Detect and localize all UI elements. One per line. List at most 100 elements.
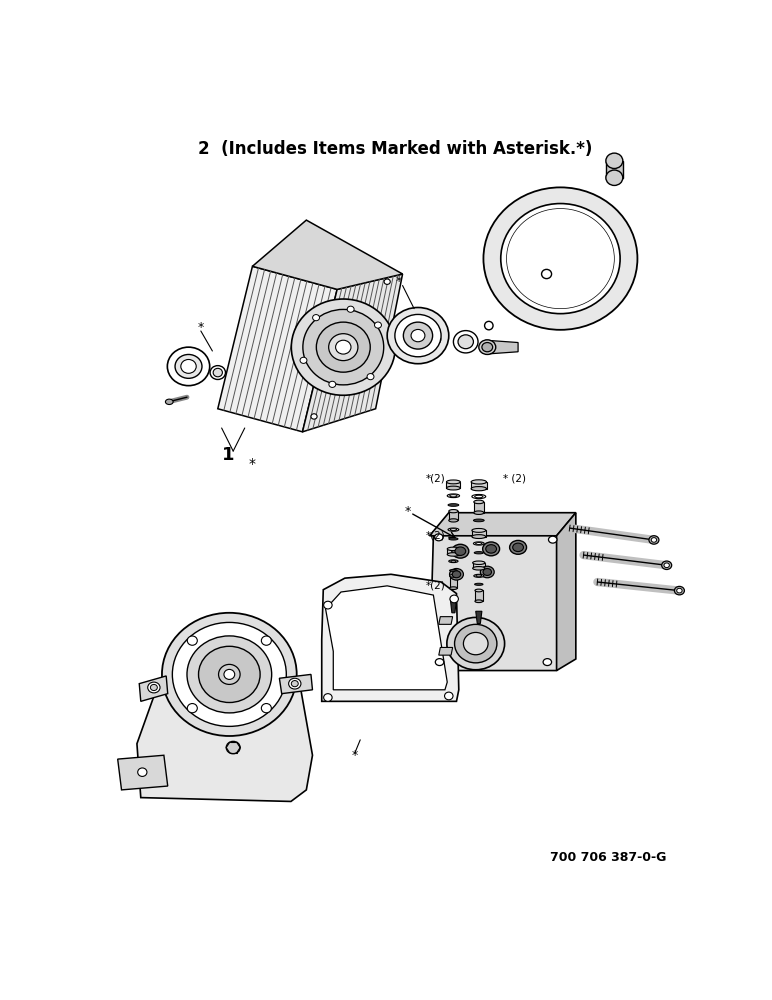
- Ellipse shape: [450, 529, 456, 531]
- Polygon shape: [606, 161, 623, 178]
- Polygon shape: [475, 590, 482, 601]
- Ellipse shape: [198, 646, 260, 703]
- Ellipse shape: [449, 574, 457, 577]
- Ellipse shape: [435, 659, 444, 666]
- Polygon shape: [117, 755, 168, 790]
- Text: *: *: [198, 321, 204, 334]
- Ellipse shape: [449, 587, 457, 590]
- Ellipse shape: [291, 299, 395, 395]
- Ellipse shape: [388, 307, 449, 364]
- Polygon shape: [472, 530, 486, 537]
- Ellipse shape: [548, 536, 557, 543]
- Polygon shape: [557, 513, 576, 671]
- Text: *: *: [249, 457, 256, 471]
- Ellipse shape: [447, 547, 459, 551]
- Ellipse shape: [450, 495, 457, 497]
- Ellipse shape: [395, 314, 441, 357]
- Ellipse shape: [218, 664, 240, 684]
- Text: *(2): *(2): [426, 581, 445, 591]
- Ellipse shape: [606, 153, 623, 169]
- Ellipse shape: [323, 601, 332, 609]
- Ellipse shape: [450, 595, 459, 603]
- Polygon shape: [476, 611, 482, 624]
- Ellipse shape: [165, 399, 173, 405]
- Ellipse shape: [485, 321, 493, 330]
- Text: 1: 1: [222, 446, 234, 464]
- Text: *(2): *(2): [426, 474, 445, 484]
- Ellipse shape: [367, 374, 374, 380]
- Ellipse shape: [472, 535, 486, 538]
- Text: *: *: [352, 749, 358, 762]
- Polygon shape: [450, 599, 456, 613]
- Ellipse shape: [435, 534, 443, 541]
- Ellipse shape: [449, 538, 458, 540]
- Ellipse shape: [475, 589, 482, 592]
- Ellipse shape: [447, 553, 459, 556]
- Ellipse shape: [188, 636, 198, 645]
- Ellipse shape: [449, 569, 463, 580]
- Polygon shape: [252, 220, 402, 289]
- Ellipse shape: [463, 632, 488, 655]
- Polygon shape: [447, 549, 459, 554]
- Ellipse shape: [187, 636, 272, 713]
- Ellipse shape: [300, 357, 307, 363]
- Ellipse shape: [317, 322, 371, 372]
- Ellipse shape: [181, 359, 196, 373]
- Ellipse shape: [384, 279, 391, 284]
- Ellipse shape: [476, 575, 482, 577]
- Ellipse shape: [446, 486, 460, 490]
- Ellipse shape: [506, 209, 615, 309]
- Text: * (2): * (2): [503, 474, 526, 484]
- Ellipse shape: [649, 536, 659, 544]
- Ellipse shape: [662, 561, 672, 569]
- Ellipse shape: [188, 704, 198, 713]
- Ellipse shape: [486, 545, 496, 553]
- Text: 2  (Includes Items Marked with Asterisk.*): 2 (Includes Items Marked with Asterisk.*…: [198, 140, 593, 158]
- Ellipse shape: [210, 366, 225, 379]
- Polygon shape: [326, 586, 447, 690]
- Ellipse shape: [151, 684, 157, 691]
- Ellipse shape: [501, 204, 620, 314]
- Polygon shape: [303, 274, 402, 432]
- Ellipse shape: [480, 566, 494, 578]
- Ellipse shape: [455, 547, 466, 555]
- Ellipse shape: [664, 563, 669, 568]
- Polygon shape: [218, 266, 337, 432]
- Ellipse shape: [652, 538, 657, 542]
- Ellipse shape: [403, 322, 432, 349]
- Polygon shape: [137, 668, 313, 801]
- Ellipse shape: [374, 322, 381, 328]
- Ellipse shape: [449, 510, 458, 513]
- Ellipse shape: [347, 306, 354, 312]
- Ellipse shape: [677, 588, 682, 593]
- Ellipse shape: [147, 682, 160, 693]
- Ellipse shape: [329, 381, 336, 387]
- Ellipse shape: [447, 494, 459, 498]
- Ellipse shape: [262, 636, 272, 645]
- Ellipse shape: [479, 340, 496, 354]
- Polygon shape: [429, 513, 576, 536]
- Polygon shape: [449, 576, 457, 588]
- Ellipse shape: [175, 354, 202, 378]
- Ellipse shape: [303, 309, 384, 385]
- Ellipse shape: [451, 560, 456, 562]
- Polygon shape: [279, 674, 313, 694]
- Ellipse shape: [429, 334, 441, 344]
- Ellipse shape: [513, 543, 523, 552]
- Ellipse shape: [471, 487, 486, 491]
- Polygon shape: [322, 574, 459, 701]
- Ellipse shape: [224, 669, 235, 679]
- Polygon shape: [446, 482, 460, 488]
- Ellipse shape: [453, 331, 478, 353]
- Ellipse shape: [452, 571, 461, 578]
- Ellipse shape: [483, 569, 492, 575]
- Polygon shape: [139, 676, 168, 701]
- Ellipse shape: [291, 681, 298, 687]
- Ellipse shape: [472, 528, 486, 532]
- Ellipse shape: [137, 768, 147, 776]
- Polygon shape: [472, 563, 485, 568]
- Ellipse shape: [452, 544, 469, 558]
- Polygon shape: [438, 647, 452, 655]
- Polygon shape: [486, 340, 518, 354]
- Ellipse shape: [449, 569, 457, 571]
